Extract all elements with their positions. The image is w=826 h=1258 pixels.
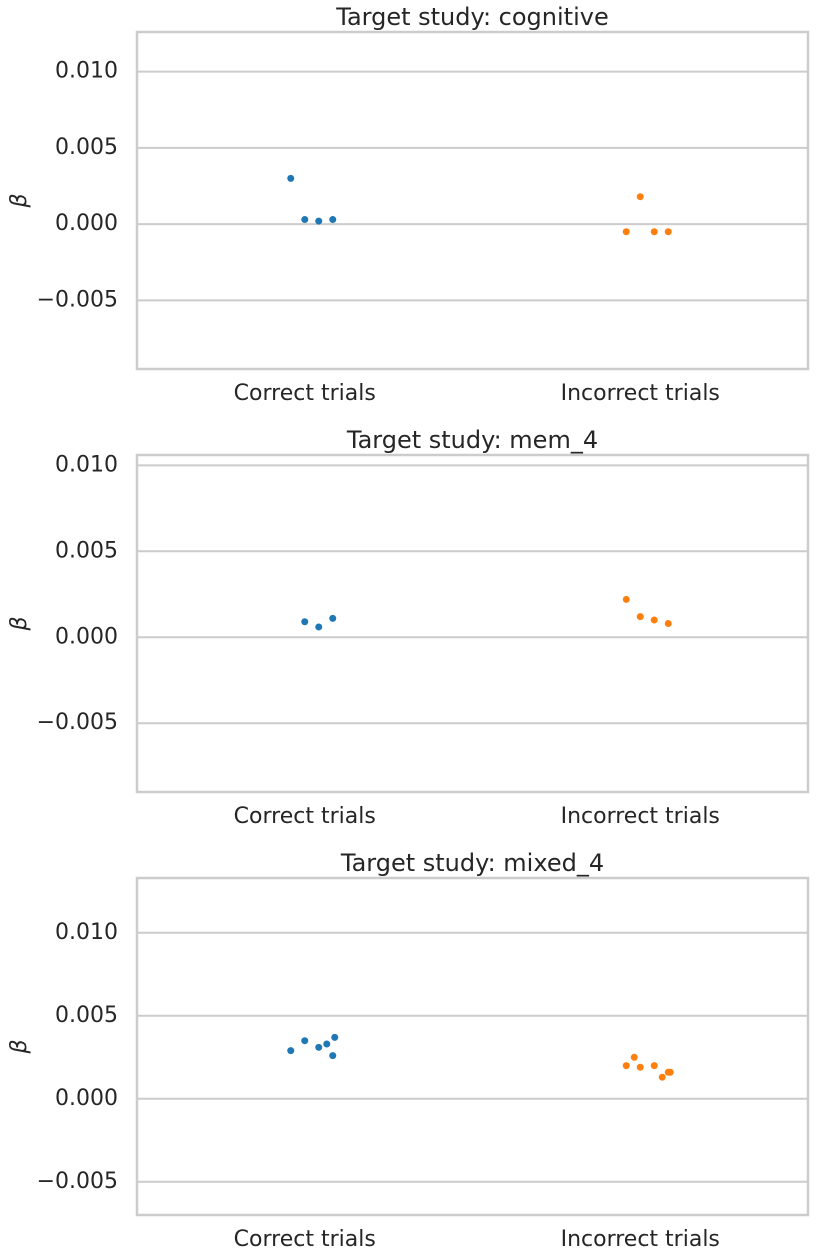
- point: [650, 228, 658, 236]
- point: [323, 1040, 331, 1048]
- plot-frame: [135, 30, 810, 371]
- chart-title: Target study: mem_4: [346, 426, 598, 454]
- x-tick-label: Correct trials: [234, 804, 376, 829]
- y-tick-label: 0.010: [55, 452, 118, 477]
- y-tick-label: −0.005: [37, 710, 118, 735]
- y-tick-label: 0.005: [55, 135, 118, 160]
- x-tick-label: Incorrect trials: [561, 1227, 720, 1252]
- chart-title: Target study: cognitive: [335, 3, 608, 31]
- point: [301, 216, 309, 224]
- y-tick-label: 0.010: [55, 920, 118, 945]
- point: [329, 614, 337, 622]
- y-tick-label: 0.005: [55, 538, 118, 563]
- point: [622, 595, 630, 603]
- x-tick-label: Correct trials: [234, 1227, 376, 1252]
- x-tick-label: Incorrect trials: [561, 381, 720, 406]
- y-axis-label: β: [7, 193, 32, 208]
- point: [664, 228, 672, 236]
- point: [650, 616, 658, 624]
- point: [301, 1037, 309, 1045]
- y-tick-label: 0.000: [55, 211, 118, 236]
- point: [622, 228, 630, 236]
- point: [315, 217, 323, 225]
- y-tick-label: 0.005: [55, 1003, 118, 1028]
- y-tick-label: −0.005: [37, 1169, 118, 1194]
- y-tick-label: 0.000: [55, 1086, 118, 1111]
- y-axis-label: β: [7, 1039, 32, 1054]
- plot-frame: [135, 453, 810, 794]
- point: [329, 1052, 337, 1060]
- point: [650, 1062, 658, 1070]
- point: [287, 174, 295, 182]
- point: [636, 613, 644, 621]
- point: [329, 216, 337, 224]
- point: [331, 1033, 339, 1041]
- point: [666, 1068, 674, 1076]
- point: [630, 1053, 638, 1061]
- point: [315, 623, 323, 631]
- point: [301, 618, 309, 626]
- y-tick-label: 0.010: [55, 59, 118, 84]
- point: [664, 620, 672, 627]
- y-tick-label: −0.005: [37, 287, 118, 312]
- plot-frame: [135, 876, 810, 1217]
- point: [636, 1063, 644, 1071]
- x-tick-label: Incorrect trials: [561, 804, 720, 829]
- point: [658, 1073, 666, 1081]
- y-axis-label: β: [7, 616, 32, 631]
- y-tick-label: 0.000: [55, 624, 118, 649]
- point: [287, 1047, 295, 1055]
- point: [622, 1062, 630, 1070]
- point: [315, 1043, 323, 1051]
- point: [636, 193, 644, 201]
- x-tick-label: Correct trials: [234, 381, 376, 406]
- chart-title: Target study: mixed_4: [340, 849, 604, 877]
